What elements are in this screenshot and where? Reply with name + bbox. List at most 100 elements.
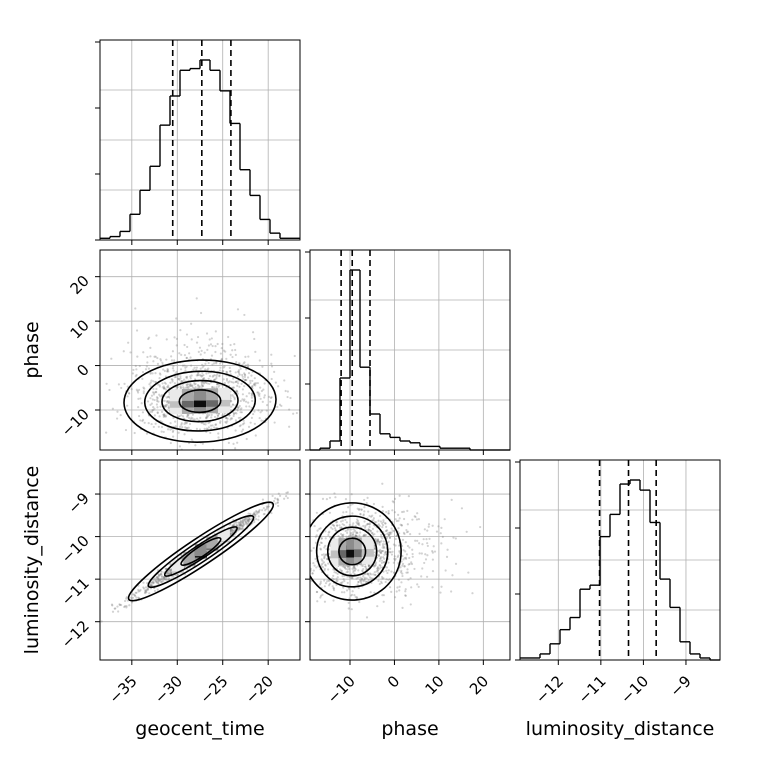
sample-point: [325, 553, 328, 556]
sample-point: [381, 524, 385, 527]
sample-point: [265, 409, 268, 412]
sample-point: [161, 578, 165, 581]
sample-point: [400, 569, 403, 573]
sample-point: [413, 567, 416, 571]
sample-point: [203, 381, 206, 384]
sample-point: [244, 378, 247, 381]
sample-point: [166, 571, 169, 575]
sample-point: [222, 369, 225, 373]
x-tick-label-geocent_time: −35: [106, 672, 141, 707]
y-tick-label-phase: 10: [67, 316, 93, 342]
sample-point: [331, 523, 334, 526]
sample-point: [376, 539, 379, 543]
sample-point: [168, 578, 171, 581]
sample-point: [201, 363, 204, 366]
sample-point: [159, 578, 162, 581]
sample-point: [416, 539, 419, 542]
sample-point: [361, 569, 364, 572]
sample-point: [191, 384, 194, 388]
sample-point: [245, 521, 248, 525]
sample-point: [213, 362, 216, 365]
sample-point: [156, 399, 159, 403]
sample-point: [351, 535, 355, 538]
sample-point: [253, 422, 256, 425]
sample-point: [270, 396, 273, 399]
sample-point: [150, 379, 153, 382]
sample-point: [279, 494, 282, 497]
sample-point: [96, 617, 98, 619]
sample-point: [218, 421, 222, 424]
sample-point: [239, 524, 242, 527]
sample-point: [418, 542, 421, 545]
sample-point: [164, 405, 167, 408]
sample-point: [363, 510, 366, 513]
sample-point: [409, 577, 412, 580]
sample-point: [211, 424, 214, 427]
sample-point: [159, 580, 163, 584]
sample-point: [357, 586, 360, 590]
sample-point: [378, 514, 382, 518]
sample-point: [216, 414, 219, 417]
sample-point: [404, 588, 407, 591]
sample-point: [368, 523, 371, 526]
sample-point: [404, 590, 407, 593]
sample-point: [324, 537, 327, 540]
sample-point: [250, 406, 253, 409]
sample-point: [190, 338, 193, 341]
sample-point: [184, 386, 187, 389]
sample-point: [168, 568, 171, 571]
sample-point: [170, 571, 173, 575]
sample-point: [403, 565, 406, 568]
sample-point: [183, 343, 186, 347]
sample-point: [247, 355, 250, 358]
sample-point: [305, 546, 307, 548]
sample-point: [380, 561, 384, 564]
sample-point: [113, 607, 116, 610]
sample-point: [182, 415, 185, 418]
sample-point: [163, 578, 166, 581]
sample-point: [152, 582, 155, 585]
sample-point: [134, 364, 137, 368]
sample-point: [171, 350, 175, 353]
xlabel-luminosity_distance: luminosity_distance: [526, 718, 715, 740]
sample-point: [404, 594, 407, 597]
sample-point: [367, 574, 370, 577]
sample-point: [395, 590, 398, 593]
sample-point: [356, 518, 359, 521]
sample-point: [384, 530, 388, 533]
sample-point: [303, 476, 305, 478]
sample-point: [258, 508, 261, 512]
sample-point: [339, 582, 342, 585]
sample-point: [366, 496, 369, 499]
sample-point: [179, 377, 182, 380]
sample-point: [167, 573, 171, 576]
sample-point: [244, 518, 247, 521]
sample-point: [398, 544, 401, 547]
sample-point: [183, 354, 187, 357]
sample-point: [359, 581, 363, 584]
sample-point: [138, 589, 141, 593]
sample-point: [454, 562, 458, 565]
sample-point: [254, 515, 257, 518]
sample-point: [156, 411, 159, 415]
sample-point: [198, 374, 201, 377]
sample-point: [399, 566, 402, 569]
sample-point: [167, 370, 170, 373]
sample-point: [166, 399, 169, 403]
sample-point: [128, 392, 131, 395]
sample-point: [320, 563, 323, 566]
sample-point: [139, 588, 142, 592]
sample-point: [173, 359, 176, 362]
sample-point: [140, 402, 143, 405]
sample-point: [167, 577, 170, 580]
sample-point: [167, 402, 170, 405]
sample-point: [173, 336, 176, 339]
sample-point: [333, 527, 337, 530]
sample-point: [235, 390, 239, 393]
sample-point: [331, 577, 334, 580]
sample-point: [134, 591, 137, 594]
sample-point: [367, 564, 371, 567]
sample-point: [433, 550, 437, 553]
sample-point: [191, 386, 195, 389]
sample-point: [397, 513, 400, 516]
